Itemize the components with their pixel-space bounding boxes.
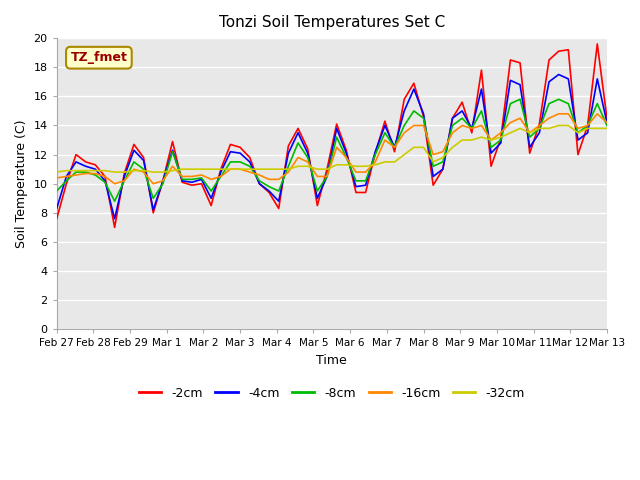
Text: TZ_fmet: TZ_fmet: [70, 51, 127, 64]
Legend: -2cm, -4cm, -8cm, -16cm, -32cm: -2cm, -4cm, -8cm, -16cm, -32cm: [134, 382, 530, 405]
X-axis label: Time: Time: [316, 354, 347, 367]
Title: Tonzi Soil Temperatures Set C: Tonzi Soil Temperatures Set C: [219, 15, 445, 30]
Y-axis label: Soil Temperature (C): Soil Temperature (C): [15, 120, 28, 248]
